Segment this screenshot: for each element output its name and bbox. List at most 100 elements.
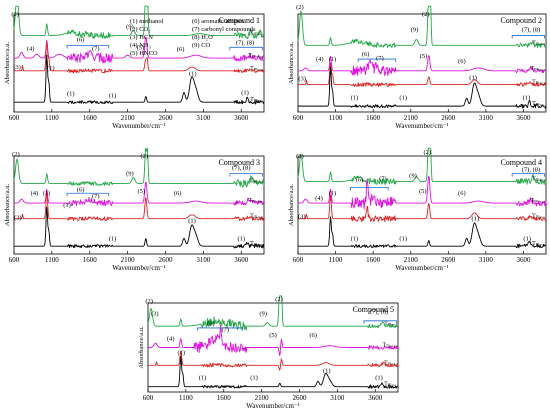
peak-annotation: (1) (109, 235, 117, 242)
peak-annotation: (1) (63, 202, 71, 209)
peak-annotation: (6) (77, 186, 85, 193)
series-label: Tₘₐₓ₂ₐ (249, 198, 264, 204)
y-axis-label: Absorbance/a.u. (138, 326, 145, 369)
series-label: Tₘₐₓ₁ (532, 101, 545, 107)
series-label: Tₘₐₓ₂ₐ (383, 343, 398, 349)
peak-annotation: (2) (12, 151, 20, 158)
peak-annotation: (1) (399, 235, 407, 242)
range-bracket (229, 173, 263, 177)
peak-annotation: (1) (189, 71, 197, 78)
series-label: Tₘₐₓ₃ (250, 178, 263, 184)
peak-annotation: (7), (8) (370, 309, 388, 316)
chart-title: Compound 4 (500, 158, 542, 167)
spectrum-line-3 (14, 41, 265, 74)
peak-annotation: (1) (472, 216, 480, 223)
peak-annotation: (1) (469, 75, 477, 82)
x-tick-label: 3600 (234, 256, 249, 264)
series-label: Tₘₐₓ₁ (384, 382, 397, 388)
peak-annotation: (5) (137, 44, 145, 51)
peak-annotation: (1) (323, 367, 331, 374)
peak-annotation: (1) (109, 92, 117, 99)
x-tick-label: 1600 (83, 114, 98, 122)
peak-annotation: (6) (362, 51, 370, 58)
chart-title: Compound 3 (218, 158, 260, 167)
peak-annotation: (1) (351, 235, 359, 242)
series-label: Tₘₐₓ₁ (250, 241, 263, 247)
x-tick-label: 600 (9, 256, 20, 264)
peak-annotation: (1) (351, 94, 359, 101)
peak-annotation: (2) (423, 149, 431, 156)
peak-annotation: (1) (523, 94, 531, 101)
x-tick-label: 2100 (404, 256, 419, 264)
peak-annotation: (2) (296, 4, 304, 11)
range-bracket (511, 173, 545, 177)
peak-annotation: (6) (458, 190, 466, 197)
spectrum-line-1 (147, 295, 399, 331)
peak-annotation: (9) (126, 171, 134, 178)
legend-entry: (5) HNCO (130, 50, 158, 57)
peak-annotation: (5) (419, 188, 427, 195)
peak-annotation: (1) (178, 350, 186, 357)
x-tick-label: 1600 (366, 114, 381, 122)
chart-panel-1: Compound 1 Absorbance/a.u. 600 1100 1600 2100… (4, 5, 265, 130)
range-bracket (363, 320, 397, 324)
peak-annotation: (9) (259, 310, 267, 317)
peak-annotation: (7) (376, 55, 384, 62)
spectrum-line-4 (14, 206, 265, 249)
peak-annotation: (1) (241, 89, 249, 96)
range-bracket (350, 186, 389, 191)
peak-annotation: (7) (379, 176, 387, 183)
chart-title: Compound 1 (218, 16, 260, 25)
x-axis-label: Wavenumber/cm⁻¹ (112, 264, 165, 272)
x-axis-label: Wavenumber/cm⁻¹ (395, 122, 448, 130)
x-tick-label: 3100 (479, 256, 494, 264)
chart-panel-3: Compound 3 Absorbance/a.u. 600 1100 1600 2100… (4, 147, 265, 272)
peak-annotation: (1) (329, 56, 337, 63)
spectrum-line-4 (14, 54, 265, 105)
series-label: Tₘₐₓ₃ (532, 40, 545, 46)
series-label: Tₘₐₓ₂ₐ (531, 198, 546, 204)
series-label: Tₘₐₓ₂ (250, 66, 263, 72)
series-label: Tₘₐₓ₂ₐ (249, 53, 264, 59)
spectrum-line-2 (298, 176, 547, 210)
peak-annotation: (2) (145, 298, 153, 305)
peak-annotation: (4) (27, 45, 35, 52)
range-bracket (357, 58, 397, 63)
legend-entry: (4) NH₃ (130, 42, 151, 49)
x-tick-label: 1600 (366, 256, 381, 264)
chart-panel-2: Compound 2 Absorbance/a.u. 600 1100 1600 2100… (288, 4, 547, 130)
x-axis-label: Wavenumber/cm⁻¹ (112, 122, 165, 130)
peak-annotation: (1) (399, 94, 407, 101)
x-tick-label: 2100 (255, 394, 270, 402)
x-tick-label: 3600 (234, 114, 249, 122)
peak-annotation: (6) (177, 46, 185, 53)
chart-title: Compound 2 (500, 16, 542, 25)
peak-annotation: (1) (523, 235, 531, 242)
plot-frame (13, 155, 265, 255)
peak-annotation: (1) (329, 190, 337, 197)
x-tick-label: 2100 (121, 256, 136, 264)
legend-entry: (3) HCN (130, 34, 153, 41)
x-tick-label: 1600 (217, 394, 232, 402)
series-label: Tₘₐₓ₃ (384, 321, 397, 327)
spectrum-line-3 (298, 62, 547, 87)
x-tick-label: 3600 (516, 114, 531, 122)
peak-annotation: (1) (237, 235, 245, 242)
spectrum-line-2 (14, 181, 265, 207)
peak-annotation: (2) (141, 153, 149, 160)
series-label: Tₘₐₓ₂ (532, 214, 545, 220)
spectrum-line-3 (148, 350, 399, 371)
x-axis-label: Wavenumber/cm⁻¹ (395, 264, 448, 272)
peak-annotation: (2) (422, 11, 430, 18)
peak-annotation: (3) (298, 214, 306, 221)
chart-title: Compound 5 (352, 305, 394, 314)
range-bracket (66, 192, 110, 197)
peak-annotation: (3) (151, 310, 159, 317)
peak-annotation: (4) (167, 335, 175, 342)
y-axis-label: Absorbance/a.u. (4, 184, 11, 227)
peak-annotation: (7) (92, 193, 100, 200)
x-tick-label: 3600 (516, 256, 531, 264)
x-tick-label: 2600 (293, 394, 308, 402)
series-label: Tₘₐₓ₂ (250, 214, 263, 220)
peak-annotation: (5) (269, 332, 277, 339)
